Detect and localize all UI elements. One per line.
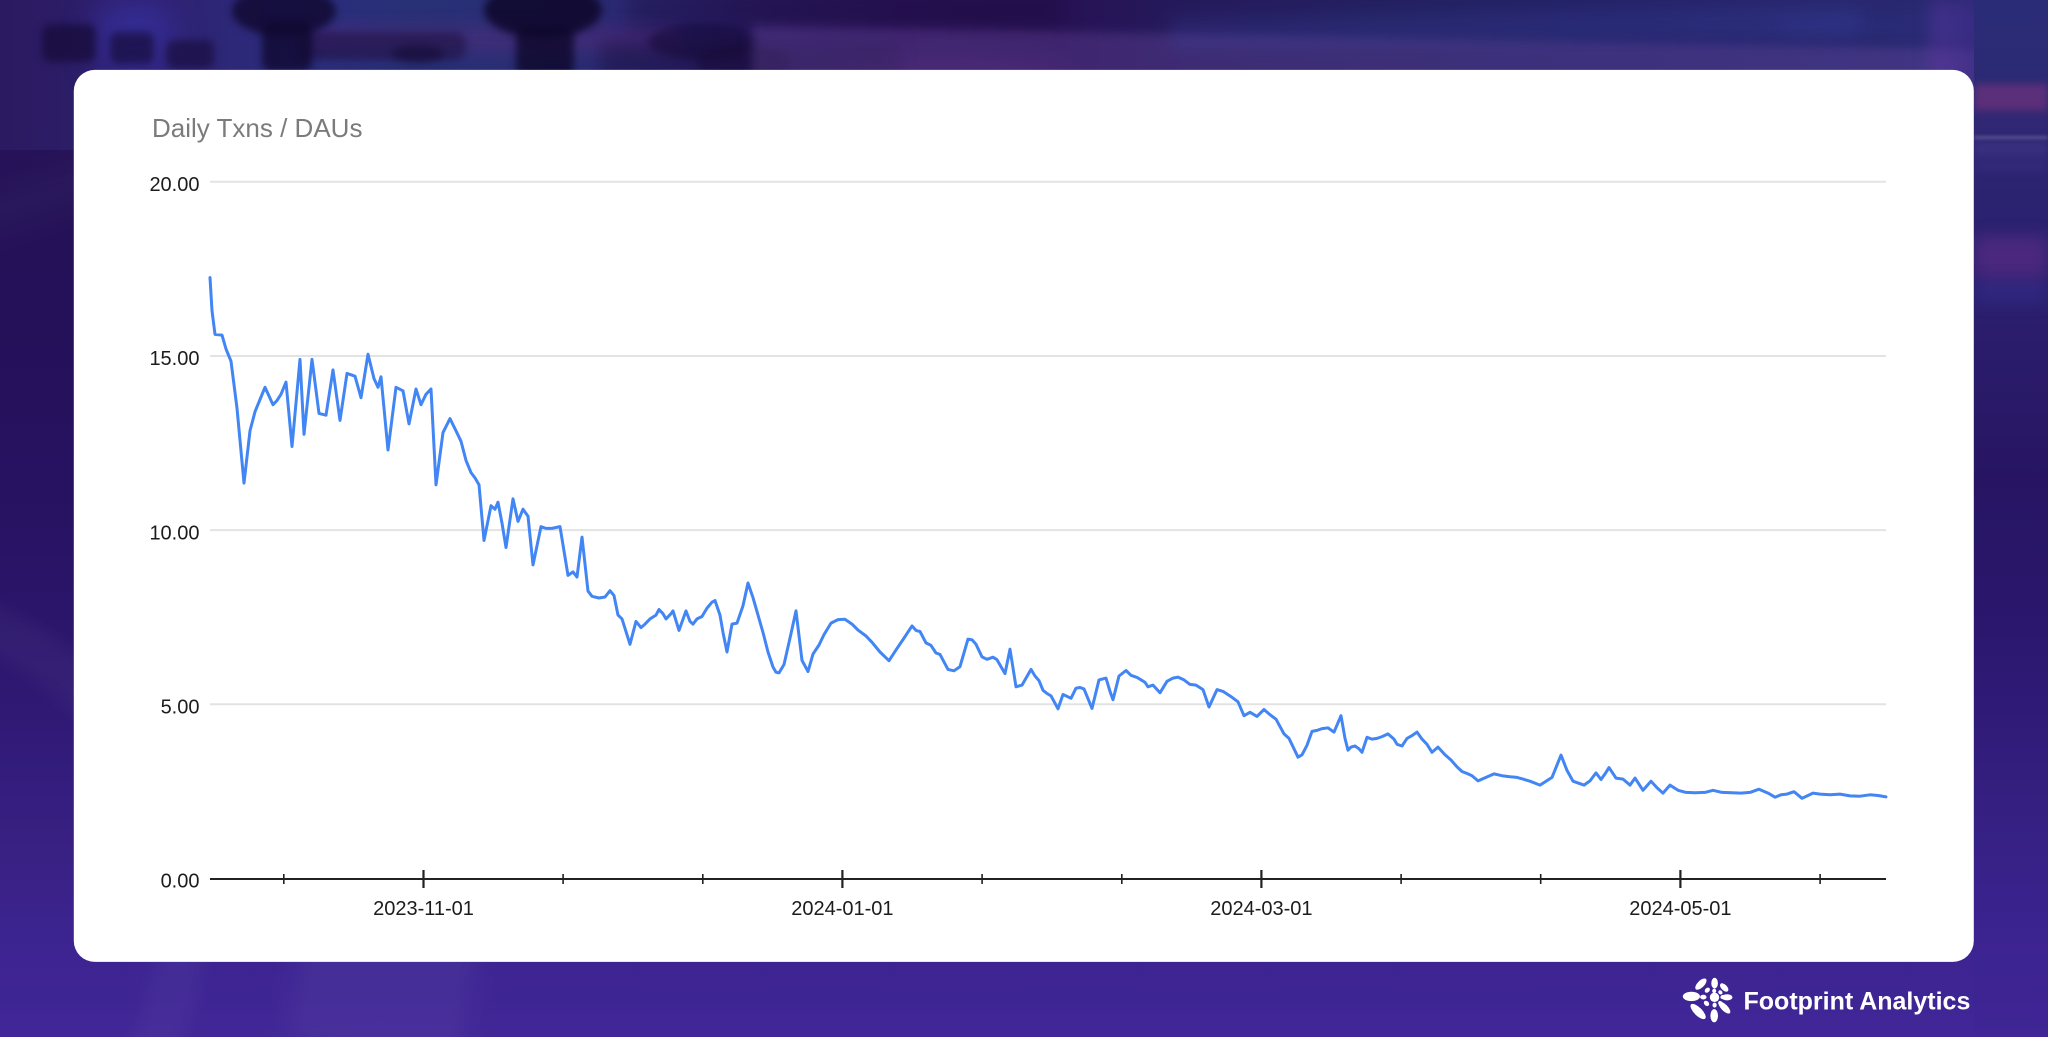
svg-text:2024-01-01: 2024-01-01 <box>791 898 893 920</box>
svg-text:Daily Txns / DAUs: Daily Txns / DAUs <box>152 113 362 143</box>
svg-text:10.00: 10.00 <box>149 522 199 544</box>
svg-text:20.00: 20.00 <box>149 174 199 196</box>
svg-text:5.00: 5.00 <box>161 697 200 719</box>
svg-text:2024-05-01: 2024-05-01 <box>1629 898 1731 920</box>
svg-text:15.00: 15.00 <box>149 348 199 370</box>
svg-text:0.00: 0.00 <box>161 871 200 893</box>
svg-text:2024-03-01: 2024-03-01 <box>1210 898 1312 920</box>
svg-text:Footprint Analytics: Footprint Analytics <box>1744 987 1971 1015</box>
svg-text:2023-11-01: 2023-11-01 <box>373 898 474 920</box>
